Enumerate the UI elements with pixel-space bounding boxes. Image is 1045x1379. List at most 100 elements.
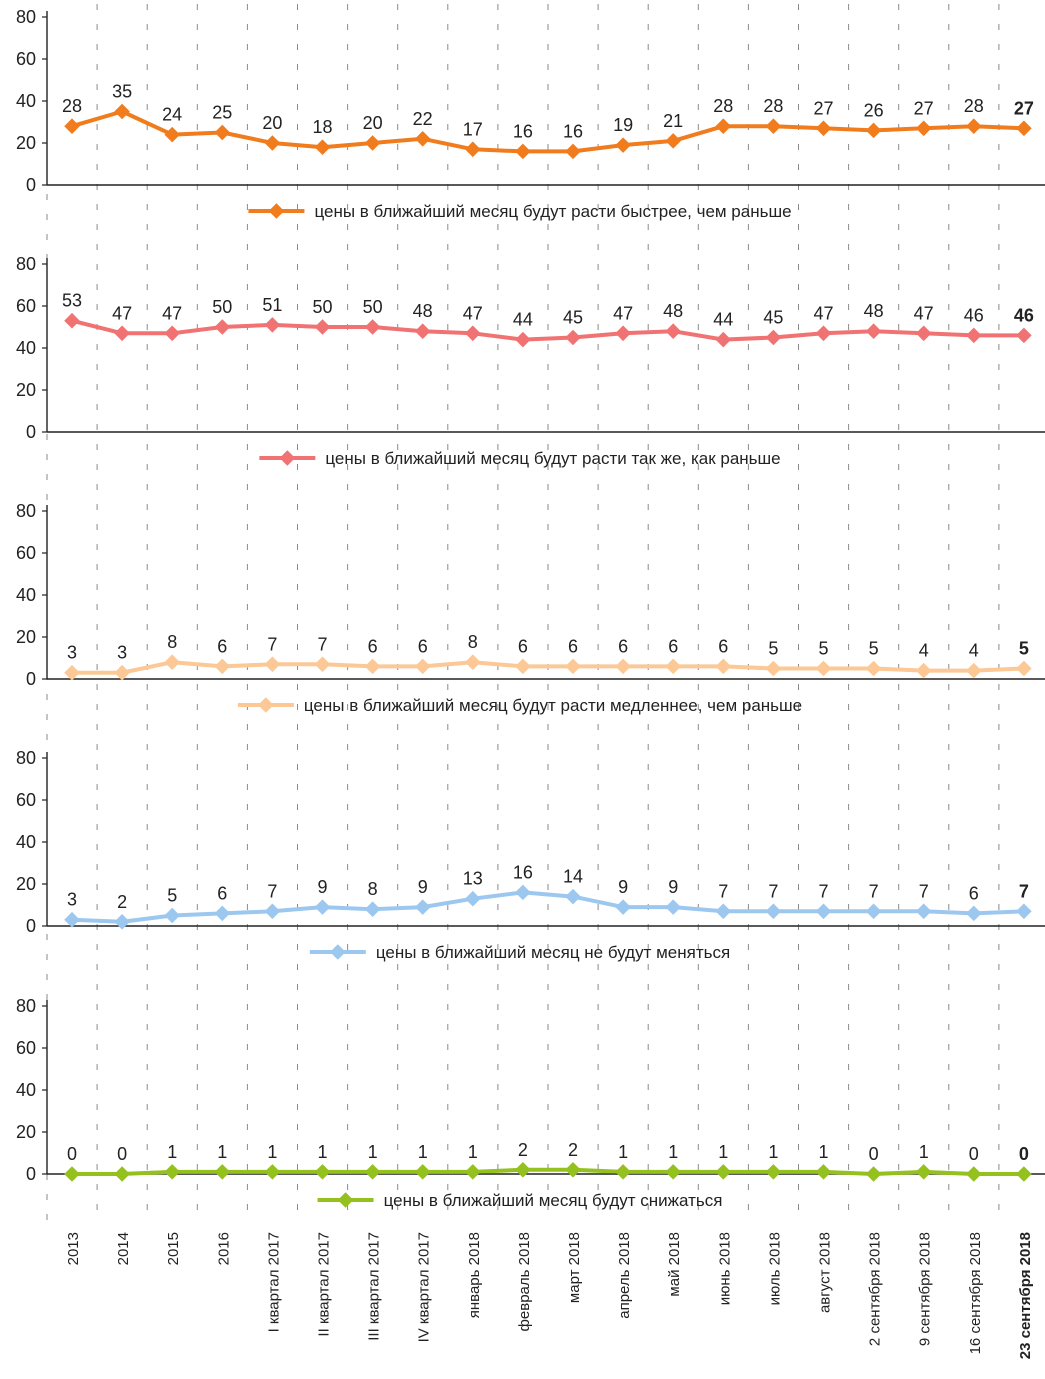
data-point — [966, 118, 982, 134]
data-label: 24 — [162, 105, 182, 125]
data-label: 50 — [212, 297, 232, 317]
data-label: 21 — [663, 111, 683, 131]
data-label: 5 — [869, 639, 879, 659]
legend-entry: цены в ближайший месяц не будут меняться — [309, 943, 730, 962]
chart-panel-3: 0 20 40 60 80 3 3 8 6 7 7 6 6 8 6 6 6 6 6 5 5 5 4 4 5 цены в ближ… — [16, 501, 1045, 715]
y-tick-label: 40 — [16, 1080, 36, 1100]
data-point — [615, 899, 631, 915]
data-label: 1 — [267, 1142, 277, 1162]
y-tick-label: 40 — [16, 338, 36, 358]
x-category-label: 2015 — [165, 1232, 182, 1265]
data-label: 8 — [167, 632, 177, 652]
data-label: 5 — [818, 639, 828, 659]
y-tick-label: 80 — [16, 254, 36, 274]
data-point — [665, 658, 681, 675]
data-label: 53 — [62, 291, 82, 311]
data-point — [364, 901, 381, 917]
data-point — [164, 907, 180, 924]
data-label: 6 — [618, 636, 628, 656]
data-label: 0 — [869, 1144, 879, 1164]
data-point — [264, 135, 281, 151]
data-point — [765, 903, 782, 920]
data-label: 5 — [768, 639, 778, 659]
x-category-label: 16 сентября 2018 — [967, 1232, 984, 1354]
data-point — [615, 137, 631, 153]
data-point — [314, 139, 331, 155]
data-point — [214, 319, 231, 335]
data-point — [715, 903, 732, 920]
data-label: 6 — [217, 636, 227, 656]
data-point — [515, 658, 531, 675]
data-point — [465, 325, 481, 342]
data-point — [414, 323, 431, 339]
data-label: 47 — [813, 303, 833, 323]
data-label: 46 — [1014, 305, 1034, 325]
data-point — [815, 903, 832, 920]
legend-entry: цены в ближайший месяц будут расти быстр… — [248, 202, 792, 221]
data-label: 16 — [513, 121, 533, 141]
y-tick-label: 60 — [16, 790, 36, 810]
data-label: 7 — [1019, 881, 1029, 901]
data-label: 3 — [67, 643, 77, 663]
data-label: 1 — [217, 1142, 227, 1162]
data-point — [915, 1164, 932, 1180]
data-label: 1 — [468, 1142, 478, 1162]
data-point — [1016, 120, 1032, 137]
data-point — [64, 911, 80, 928]
y-tick-label: 60 — [16, 49, 36, 69]
legend-swatch-marker — [268, 203, 285, 219]
data-label: 13 — [463, 869, 483, 889]
data-point — [1016, 327, 1032, 344]
y-tick-label: 80 — [16, 996, 36, 1016]
data-label: 5 — [167, 886, 177, 906]
data-point — [865, 122, 882, 139]
data-point — [214, 658, 231, 675]
data-label: 50 — [363, 297, 383, 317]
y-tick-label: 60 — [16, 543, 36, 563]
data-label: 28 — [964, 96, 984, 116]
data-point — [465, 141, 481, 158]
data-label: 51 — [262, 295, 282, 315]
data-point — [214, 905, 231, 922]
y-tick-label: 40 — [16, 585, 36, 605]
data-point — [966, 662, 982, 679]
data-label: 9 — [317, 877, 327, 897]
x-category-label: апрель 2018 — [616, 1232, 633, 1319]
data-label: 35 — [112, 82, 132, 102]
data-label: 20 — [363, 113, 383, 133]
data-point — [64, 664, 80, 681]
data-point — [364, 1164, 381, 1180]
data-point — [414, 899, 431, 915]
data-label: 50 — [312, 297, 332, 317]
data-point — [915, 325, 932, 342]
data-point — [264, 656, 281, 673]
data-point — [1016, 660, 1032, 677]
legend-swatch-marker — [258, 697, 274, 713]
data-point — [966, 905, 982, 922]
y-tick-label: 0 — [26, 175, 36, 195]
data-point — [615, 325, 631, 342]
x-category-label: июль 2018 — [766, 1232, 783, 1305]
data-point — [364, 319, 381, 335]
data-point — [515, 331, 531, 348]
x-category-label: 2014 — [115, 1232, 132, 1265]
data-point — [665, 323, 681, 339]
legend-label: цены в ближайший месяц не будут меняться — [376, 943, 730, 962]
data-point — [114, 325, 130, 342]
data-label: 27 — [1014, 98, 1034, 118]
data-label: 7 — [267, 634, 277, 654]
data-label: 28 — [62, 96, 82, 116]
data-label: 27 — [914, 98, 934, 118]
data-label: 47 — [463, 303, 483, 323]
legend-label: цены в ближайший месяц будут снижаться — [384, 1191, 723, 1210]
data-point — [164, 126, 180, 143]
x-category-labels: 2013 2014 2015 2016 I квартал 2017 II квартал… — [65, 1232, 1034, 1359]
data-point — [114, 664, 130, 681]
data-label: 16 — [513, 862, 533, 882]
data-point — [364, 658, 381, 675]
data-label: 4 — [919, 641, 929, 661]
data-label: 48 — [413, 301, 433, 321]
data-point — [565, 329, 581, 346]
series-line — [72, 1167, 1024, 1176]
data-label: 7 — [317, 634, 327, 654]
